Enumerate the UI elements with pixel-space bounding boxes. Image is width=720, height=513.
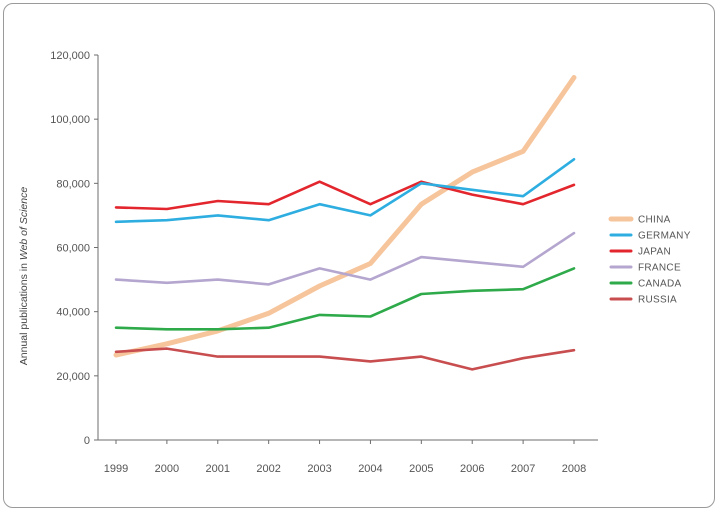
- y-tick-label: 40,000: [56, 307, 90, 319]
- x-tick-label: 2004: [358, 463, 382, 475]
- x-tick-label: 2007: [511, 463, 535, 475]
- series-line-germany: [114, 158, 576, 224]
- x-tick-label: 2006: [460, 463, 484, 475]
- y-tick-label: 80,000: [56, 178, 90, 190]
- legend-label-canada: CANADA: [638, 279, 682, 290]
- series-line-russia: [114, 347, 576, 371]
- y-tick-label: 100,000: [50, 114, 90, 126]
- y-axis-label: Annual publications in Web of Science: [18, 187, 30, 366]
- legend-label-china: CHINA: [638, 215, 671, 226]
- series-layer: [113, 75, 577, 371]
- x-tick-label: 2001: [206, 463, 230, 475]
- legend-label-russia: RUSSIA: [638, 295, 677, 306]
- legend-label-germany: GERMANY: [638, 231, 691, 242]
- series-line-france: [114, 231, 576, 286]
- x-tick-label: 2005: [409, 463, 433, 475]
- legend-label-france: FRANCE: [638, 263, 681, 274]
- chart-frame: [3, 3, 715, 508]
- y-tick-label: 120,000: [50, 50, 90, 62]
- x-tick-label: 2002: [256, 463, 280, 475]
- x-tick-label: 2000: [155, 463, 179, 475]
- x-tick-label: 1999: [104, 463, 128, 475]
- y-tick-label: 20,000: [56, 371, 90, 383]
- series-line-japan: [114, 180, 576, 211]
- x-tick-label: 2008: [562, 463, 586, 475]
- series-line-canada: [114, 267, 576, 331]
- y-tick-label: 60,000: [56, 243, 90, 255]
- y-tick-label: 0: [84, 435, 90, 447]
- axes: 0 20,000 40,000 60,000 80,000 100,000 120,000 1…: [50, 50, 598, 475]
- legend-label-japan: JAPAN: [638, 247, 671, 258]
- legend: CHINA GERMANY JAPAN FRANCE CANADA RUSSIA: [608, 215, 691, 306]
- series-line-china: [113, 75, 577, 358]
- x-tick-label: 2003: [307, 463, 331, 475]
